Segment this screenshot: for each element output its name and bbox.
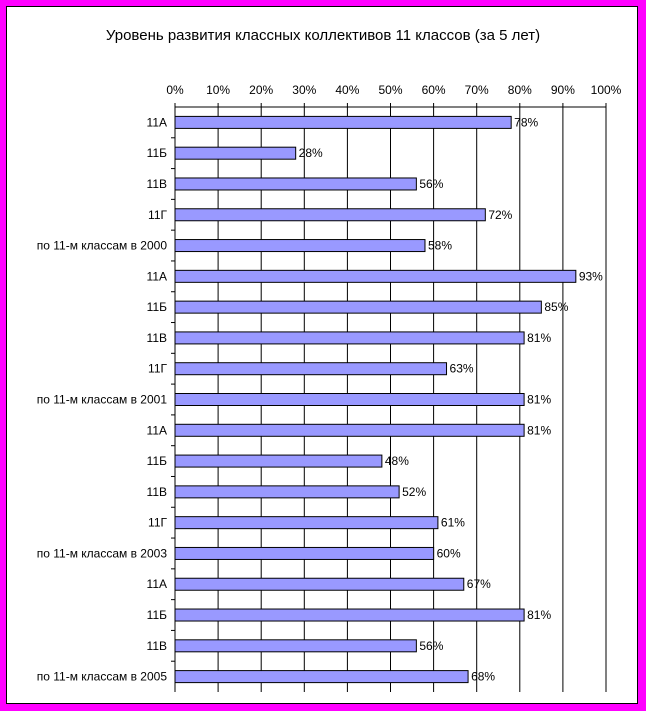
category-label: 11А bbox=[147, 423, 167, 437]
category-label: 11Б bbox=[147, 608, 167, 622]
x-tick-label: 0% bbox=[166, 83, 184, 97]
category-label: 11Б bbox=[147, 454, 167, 468]
category-label: по 11-м классам в 2000 bbox=[37, 239, 168, 253]
category-label: 11Б bbox=[147, 146, 167, 160]
x-tick-label: 70% bbox=[465, 83, 489, 97]
category-label: 11А bbox=[147, 577, 167, 591]
category-label: 11Г bbox=[148, 208, 167, 222]
bar bbox=[174, 516, 439, 530]
category-label: 11В bbox=[147, 177, 167, 191]
x-tick-label: 100% bbox=[591, 83, 622, 97]
bar bbox=[174, 115, 512, 129]
category-label: 11Г bbox=[148, 516, 167, 530]
bar bbox=[174, 393, 525, 406]
bar bbox=[174, 300, 542, 314]
x-tick-label: 80% bbox=[508, 83, 532, 97]
data-label: 81% bbox=[527, 608, 551, 622]
data-label: 81% bbox=[527, 423, 551, 437]
data-label: 28% bbox=[299, 146, 323, 160]
chart-title: Уровень развития классных коллективов 11… bbox=[105, 27, 541, 44]
data-label: 81% bbox=[527, 393, 551, 407]
bar bbox=[174, 639, 417, 653]
x-tick-label: 50% bbox=[378, 83, 402, 97]
bar bbox=[174, 239, 426, 253]
data-label: 56% bbox=[419, 177, 443, 191]
bar bbox=[174, 485, 400, 499]
data-label: 72% bbox=[488, 208, 512, 222]
data-label: 63% bbox=[450, 362, 474, 376]
bar bbox=[174, 670, 469, 684]
bar bbox=[174, 146, 297, 160]
data-label: 93% bbox=[579, 269, 603, 283]
category-label: 11А bbox=[147, 269, 167, 283]
category-label: по 11-м классам в 2003 bbox=[37, 546, 168, 560]
x-tick-label: 40% bbox=[335, 83, 359, 97]
category-label: 11В bbox=[147, 331, 167, 345]
bar bbox=[174, 208, 486, 222]
bar bbox=[174, 362, 448, 376]
bar bbox=[174, 546, 435, 560]
x-tick-label: 90% bbox=[551, 83, 575, 97]
data-label: 60% bbox=[437, 546, 461, 560]
bar bbox=[174, 423, 525, 437]
data-label: 68% bbox=[471, 670, 495, 684]
category-label: 11В bbox=[147, 639, 167, 653]
bar bbox=[174, 269, 577, 283]
category-label: 11Г bbox=[148, 362, 167, 376]
bar bbox=[174, 608, 525, 622]
x-tick-label: 20% bbox=[249, 83, 273, 97]
category-label: 11Б bbox=[147, 300, 167, 314]
data-label: 81% bbox=[527, 331, 551, 345]
data-label: 85% bbox=[544, 300, 568, 314]
data-label: 56% bbox=[419, 639, 443, 653]
data-label: 48% bbox=[385, 454, 409, 468]
bar bbox=[174, 454, 383, 468]
category-label: 11В bbox=[147, 485, 167, 499]
data-label: 78% bbox=[514, 115, 538, 129]
x-tick-label: 10% bbox=[206, 83, 230, 97]
data-label: 58% bbox=[428, 239, 452, 253]
data-label: 52% bbox=[402, 485, 426, 499]
x-tick-label: 60% bbox=[422, 83, 446, 97]
bar bbox=[174, 577, 465, 591]
x-tick-label: 30% bbox=[292, 83, 316, 97]
category-label: 11А bbox=[147, 115, 167, 129]
category-label: по 11-м классам в 2005 bbox=[37, 670, 168, 684]
data-label: 61% bbox=[441, 516, 465, 530]
data-label: 67% bbox=[467, 577, 491, 591]
category-label: по 11-м классам в 2001 bbox=[37, 393, 168, 407]
bar bbox=[174, 177, 417, 191]
bar bbox=[174, 331, 525, 345]
